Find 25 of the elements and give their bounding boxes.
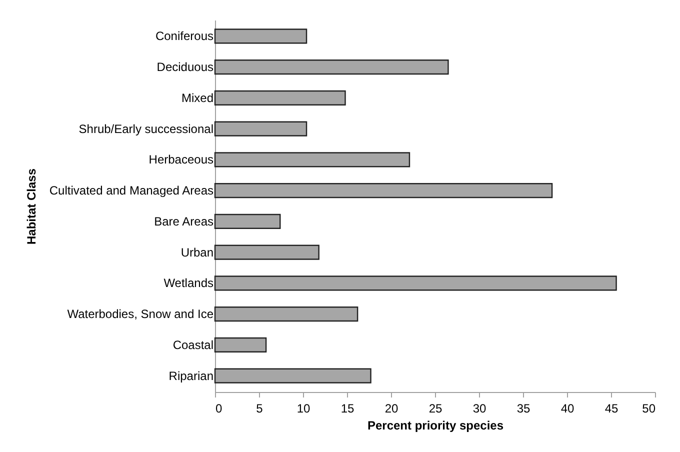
y-tick-label: Waterbodies, Snow and Ice	[67, 307, 214, 322]
y-tick-label: Urban	[180, 245, 214, 260]
x-tick-label: 40	[560, 402, 574, 416]
y-tick-label: Riparian	[168, 368, 214, 383]
y-tick-label: Wetlands	[164, 276, 214, 290]
y-tick-label: Bare Areas	[154, 214, 214, 228]
y-tick-label: Shrub/Early successional	[78, 122, 214, 136]
x-tick-label: 35	[516, 402, 530, 416]
x-tick-label: 0	[216, 402, 222, 416]
y-axis-title: Habitat Class	[24, 168, 39, 245]
x-tick-label: 5	[256, 402, 264, 416]
x-tick-label: 25	[428, 402, 442, 416]
x-tick-label: 45	[604, 402, 618, 416]
y-tick-label: Coastal	[172, 338, 214, 352]
x-tick-label: 20	[384, 402, 398, 416]
y-tick-label: Mixed	[181, 90, 214, 105]
y-tick-label: Deciduous	[156, 60, 214, 74]
y-tick-label: Cultivated and Managed Areas	[49, 184, 214, 198]
x-axis-title: Percent priority species	[367, 418, 504, 432]
x-tick-label: 50	[642, 402, 656, 416]
y-tick-label: Coniferous	[155, 29, 214, 44]
x-tick-label: 10	[296, 402, 310, 416]
x-tick-label: 30	[472, 402, 486, 416]
x-tick-label: 15	[340, 402, 354, 416]
y-tick-label: Herbaceous	[148, 152, 214, 167]
